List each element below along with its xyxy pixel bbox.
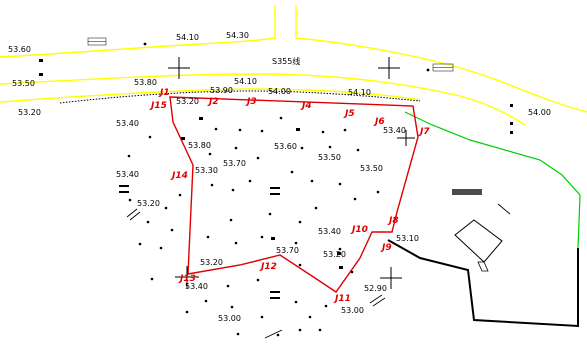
cross-marker [378, 57, 400, 79]
elevation-label: 54.00 [268, 87, 291, 96]
elevation-label: 53.60 [8, 45, 31, 54]
elevation-label: 54.10 [234, 77, 257, 86]
elevation-label: 53.90 [210, 86, 233, 95]
boundary-point-label: J7 [418, 127, 430, 137]
road-edge-middle [0, 73, 526, 126]
green-boundary-line [404, 111, 581, 249]
minor-annotations [39, 59, 513, 299]
boundary-point-label: J11 [333, 294, 351, 304]
elevation-label: 53.40 [383, 126, 406, 135]
road-lines [0, 5, 587, 126]
boundary-point-label: J13 [178, 274, 196, 284]
elevation-label: 53.80 [188, 141, 211, 150]
building-label-block [452, 189, 482, 195]
cross-marker [175, 266, 199, 288]
elevation-label: 53.80 [134, 78, 157, 87]
building-outline [454, 219, 503, 272]
elevation-label: 53.20 [323, 250, 346, 259]
boundary-point-label: J2 [207, 97, 219, 107]
boundary-point-label: J4 [300, 101, 312, 111]
cross-marker [380, 267, 402, 289]
terrain-point-symbols [127, 116, 380, 337]
elevation-label: 53.10 [396, 234, 419, 243]
road-edge-top-right [295, 5, 587, 113]
slope-marks [126, 203, 511, 339]
boundary-point-label: J8 [387, 216, 399, 226]
elevation-label: 53.50 [360, 164, 383, 173]
elevation-label: 53.00 [218, 314, 241, 323]
elevation-label: 54.00 [528, 108, 551, 117]
elevation-label: 53.40 [185, 282, 208, 291]
elevation-label: 54.30 [226, 31, 249, 40]
elevation-label: 54.10 [176, 33, 199, 42]
boundary-point-label: J6 [373, 117, 385, 127]
cross-marker [168, 57, 190, 79]
benchmark-marker [426, 63, 454, 72]
elevation-label: 53.20 [137, 199, 160, 208]
elevation-label: 53.40 [116, 170, 139, 179]
survey-crosses [168, 57, 415, 289]
elevation-labels: 53.60 54.10 54.30 53.50 53.80 54.10 53.2… [8, 31, 551, 323]
dark-boundary-line [387, 239, 579, 328]
boundary-point-label: J5 [343, 109, 355, 119]
boundary-point-label: J15 [149, 101, 167, 111]
boundary-point-label: J10 [350, 225, 368, 235]
elevation-label: 53.60 [274, 142, 297, 151]
boundary-point-label: J12 [259, 262, 277, 272]
road-edge-top-left [0, 5, 276, 58]
boundary-point-label: J3 [245, 97, 257, 107]
elevation-label: 53.20 [18, 108, 41, 117]
elevation-label: 53.40 [116, 119, 139, 128]
elevation-label: 53.20 [200, 258, 223, 267]
elevation-label: 54.10 [348, 88, 371, 97]
elevation-label: 53.50 [12, 79, 35, 88]
boundary-point-label: J1 [158, 88, 170, 98]
elevation-label: 53.50 [318, 153, 341, 162]
elevation-label: 53.20 [176, 97, 199, 106]
elevation-label: 53.70 [223, 159, 246, 168]
boundary-point-label: J9 [380, 243, 392, 253]
red-boundary-polygon [169, 96, 419, 293]
elevation-label: 52.90 [364, 284, 387, 293]
cross-marker [397, 130, 415, 146]
road-edge-bottom [0, 88, 421, 103]
road-name-label: S355线 [272, 56, 300, 66]
elevation-label: 53.70 [276, 246, 299, 255]
embankment-line [59, 90, 421, 104]
elevation-label: 53.30 [195, 166, 218, 175]
elevation-label: 53.40 [318, 227, 341, 236]
benchmark-marker [87, 37, 147, 46]
boundary-point-label: J14 [170, 171, 188, 181]
boundary-point-labels: J1 J2 J3 J4 J5 J6 J7 J8 J9 J10 J11 J12 J… [149, 88, 430, 304]
elevation-label: 53.00 [341, 306, 364, 315]
